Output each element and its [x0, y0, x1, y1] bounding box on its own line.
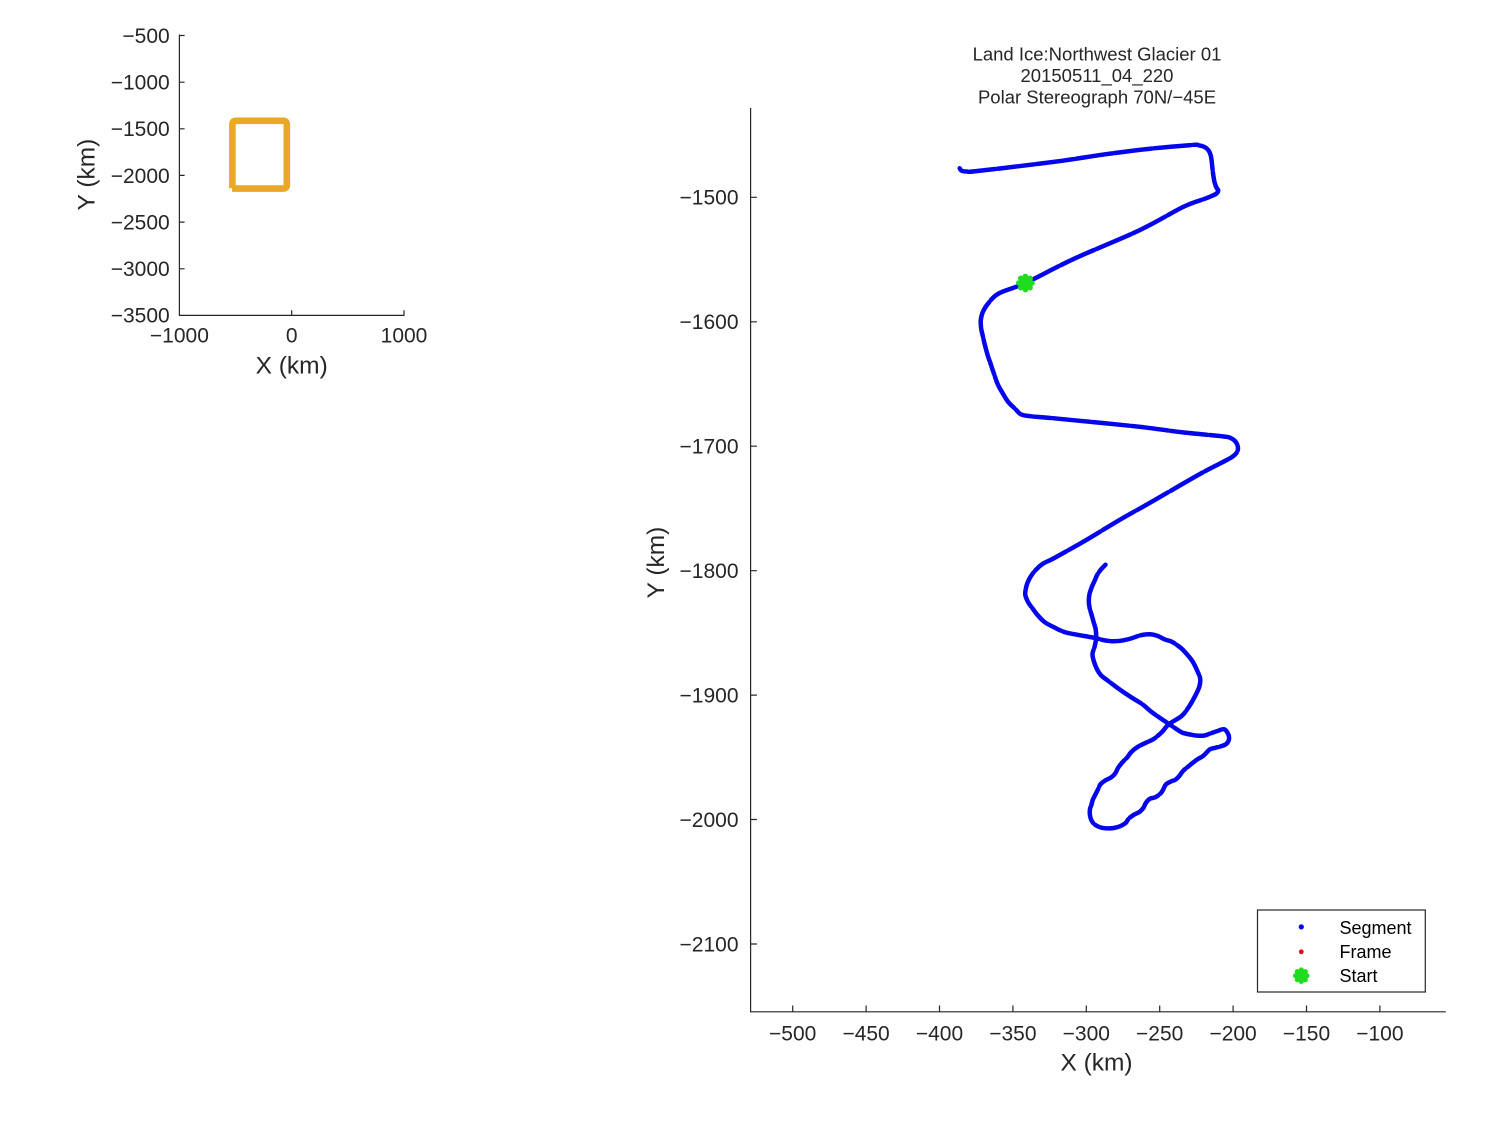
svg-text:Y (km): Y (km) — [74, 139, 101, 211]
svg-text:Segment: Segment — [1340, 918, 1412, 938]
svg-text:Polar Stereograph 70N/−45E: Polar Stereograph 70N/−45E — [978, 87, 1216, 108]
svg-text:X (km): X (km) — [256, 353, 328, 380]
svg-text:−500: −500 — [769, 1023, 816, 1046]
svg-text:−2000: −2000 — [680, 809, 739, 832]
svg-text:−2000: −2000 — [111, 165, 170, 188]
svg-text:−150: −150 — [1283, 1023, 1330, 1046]
svg-text:−1700: −1700 — [680, 436, 739, 459]
svg-text:−350: −350 — [989, 1023, 1036, 1046]
svg-text:−500: −500 — [122, 25, 169, 48]
svg-text:1000: 1000 — [381, 325, 428, 348]
svg-text:0: 0 — [286, 325, 298, 348]
svg-text:−250: −250 — [1136, 1023, 1183, 1046]
svg-text:−400: −400 — [916, 1023, 963, 1046]
svg-text:−1900: −1900 — [680, 684, 739, 707]
svg-text:X (km): X (km) — [1060, 1050, 1132, 1077]
svg-text:−100: −100 — [1356, 1023, 1403, 1046]
svg-text:−3500: −3500 — [111, 305, 170, 328]
svg-text:−300: −300 — [1063, 1023, 1110, 1046]
svg-text:−200: −200 — [1209, 1023, 1256, 1046]
svg-text:−1800: −1800 — [680, 560, 739, 583]
svg-text:Y (km): Y (km) — [643, 527, 670, 599]
svg-text:Start: Start — [1340, 966, 1378, 986]
svg-text:−2500: −2500 — [111, 211, 170, 234]
svg-text:−3000: −3000 — [111, 258, 170, 281]
svg-text:−450: −450 — [842, 1023, 889, 1046]
svg-text:−1500: −1500 — [111, 118, 170, 141]
svg-text:−1000: −1000 — [150, 325, 209, 348]
svg-text:−1600: −1600 — [680, 311, 739, 334]
svg-text:20150511_04_220: 20150511_04_220 — [1021, 65, 1174, 87]
svg-text:−1000: −1000 — [111, 72, 170, 95]
svg-text:Frame: Frame — [1340, 942, 1392, 962]
svg-text:−1500: −1500 — [680, 187, 739, 210]
svg-text:Land Ice:Northwest Glacier 01: Land Ice:Northwest Glacier 01 — [973, 44, 1222, 65]
svg-text:−2100: −2100 — [680, 933, 739, 956]
